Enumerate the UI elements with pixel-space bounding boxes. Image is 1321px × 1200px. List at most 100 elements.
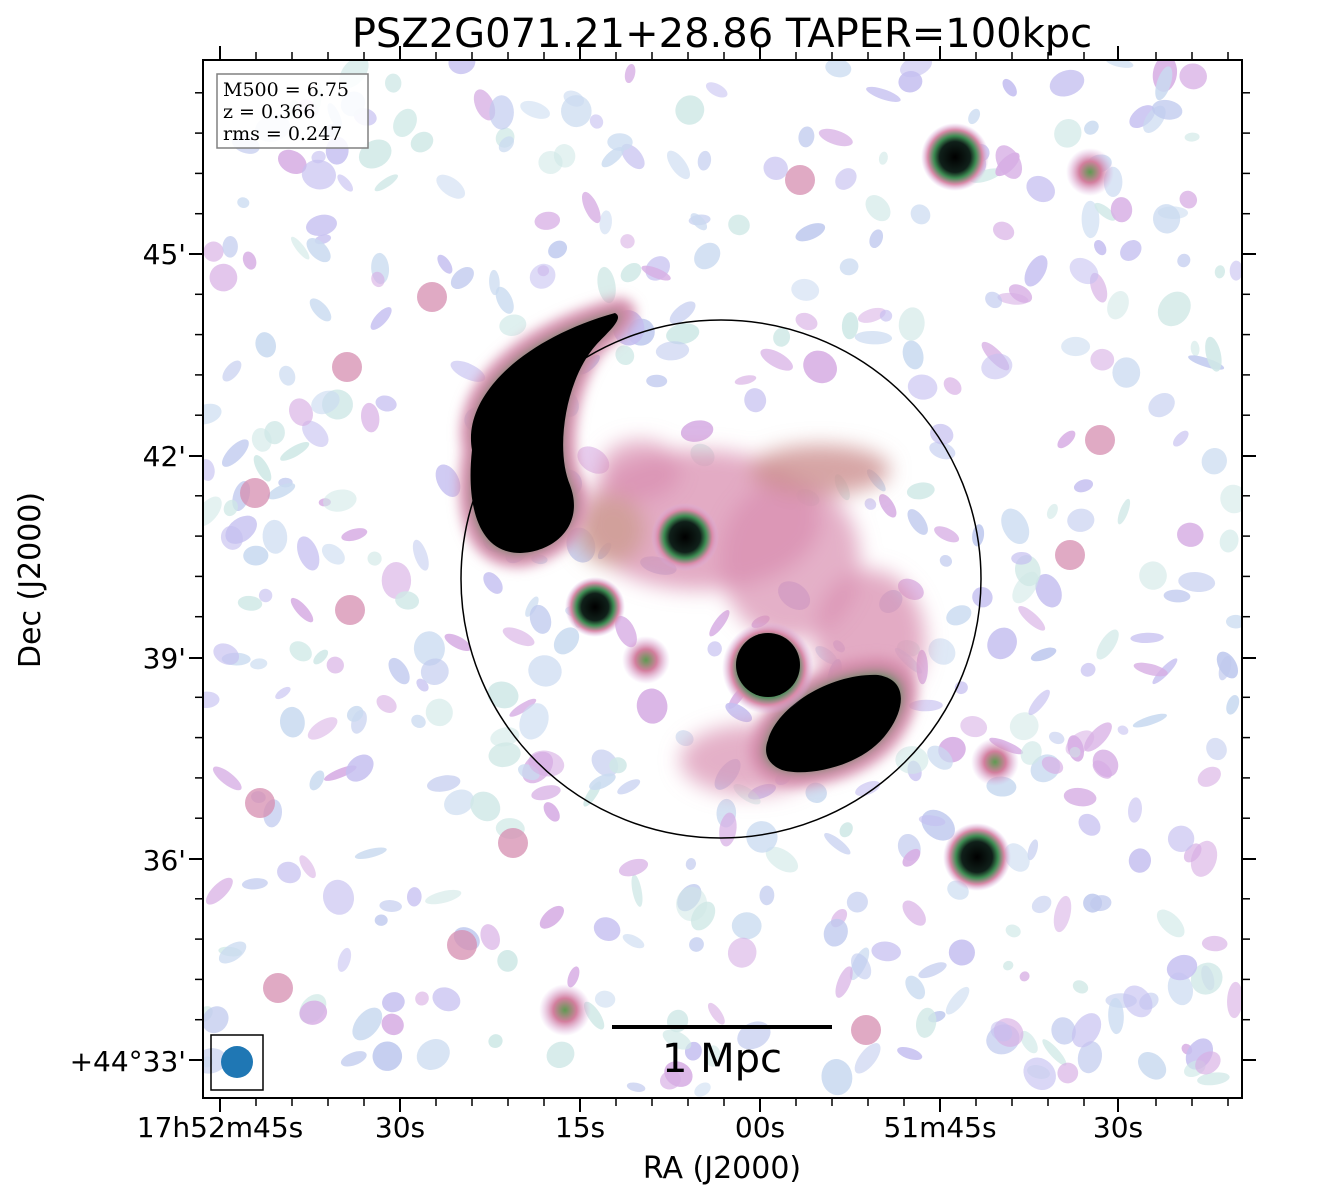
noise-blob	[727, 937, 757, 968]
noise-blob	[948, 939, 975, 966]
noise-blob	[1177, 253, 1191, 268]
noise-blob	[731, 912, 762, 940]
noise-blob	[1156, 909, 1185, 938]
noise-blob	[835, 966, 853, 998]
noise-blob	[985, 291, 1003, 309]
r500-circle	[460, 319, 982, 839]
noise-blob	[1229, 260, 1242, 281]
noise-blob	[918, 815, 946, 827]
noise-blob	[222, 236, 238, 258]
noise-blob	[1084, 722, 1112, 752]
noise-blob	[381, 1013, 404, 1036]
noise-blob	[918, 962, 947, 979]
noise-blob	[1166, 954, 1198, 981]
noise-blob	[1012, 571, 1039, 604]
noise-blob	[337, 947, 352, 972]
noise-blob	[746, 821, 778, 853]
plot-frame	[202, 59, 1243, 1099]
noise-blob	[1072, 980, 1089, 994]
noise-blob	[697, 150, 712, 171]
noise-blob	[289, 398, 313, 426]
noise-blob	[209, 263, 238, 292]
noise-blob	[1173, 430, 1189, 447]
noise-blob	[437, 254, 453, 274]
info-box	[216, 73, 369, 149]
center-source	[651, 503, 719, 571]
s-source	[539, 984, 591, 1036]
noise-blob	[1011, 551, 1032, 565]
noise-blob	[299, 1000, 328, 1025]
noise-blob	[898, 70, 923, 93]
noise-peak	[245, 788, 275, 818]
noise-blob	[520, 100, 550, 119]
noise-blob	[567, 966, 580, 988]
noise-blob	[488, 742, 521, 768]
noise-blob	[480, 924, 501, 951]
noise-blob	[626, 1082, 646, 1092]
noise-peak	[332, 352, 362, 382]
noise-blob	[631, 874, 643, 907]
relic-se	[766, 674, 901, 773]
noise-blob	[825, 60, 852, 78]
noise-blob	[1026, 175, 1056, 203]
noise-blob	[1053, 895, 1072, 933]
noise-blob	[290, 597, 314, 623]
noise-blob	[1071, 1013, 1102, 1048]
noise-blob	[450, 360, 486, 382]
noise-blob	[946, 605, 972, 626]
noise-blob	[1117, 498, 1131, 525]
noise-blob	[563, 90, 585, 107]
noise-blob	[690, 213, 708, 231]
noise-blob	[203, 496, 222, 527]
noise-blob	[1042, 1039, 1067, 1066]
noise-blob	[821, 1059, 853, 1096]
noise-blob	[444, 633, 472, 652]
noise-blob	[707, 1002, 725, 1025]
noise-blob	[675, 730, 694, 747]
noise-blob	[1195, 1051, 1221, 1075]
noise-blob	[972, 524, 985, 547]
y-tick-label: 39'	[143, 642, 186, 675]
noise-blob	[354, 847, 387, 859]
noise-blob	[367, 551, 382, 566]
noise-blob	[370, 307, 392, 330]
noise-blob	[411, 714, 426, 729]
noise-blob	[1132, 713, 1167, 728]
noise-blob	[854, 330, 893, 345]
noise-blob	[824, 833, 851, 855]
info-m500: M500 = 6.75	[223, 79, 349, 101]
x-tick-labels: 17h52m45s 30s 15s 00s 51m45s 30s	[137, 1111, 1143, 1144]
noise-blob	[212, 766, 242, 791]
chart-title: PSZ2G071.21+28.86 TAPER=100kpc	[352, 11, 1092, 57]
noise-blob	[934, 526, 960, 543]
noise-blob	[280, 441, 310, 461]
noise-blob	[519, 703, 549, 740]
noise-blob	[1063, 787, 1097, 807]
noise-blob	[470, 791, 501, 822]
noise-peak	[498, 828, 528, 858]
noise-blob	[1197, 766, 1221, 787]
noise-blob	[1190, 340, 1200, 357]
noise-blob	[346, 705, 364, 722]
noise-blob	[309, 770, 325, 791]
noise-blob	[728, 214, 750, 236]
noise-blob	[213, 643, 240, 665]
noise-blob	[488, 1034, 503, 1049]
noise-peak	[335, 595, 365, 625]
noise-blob	[666, 323, 700, 345]
noise-blob	[839, 822, 853, 838]
noise-blob	[395, 591, 420, 610]
noise-blob	[759, 885, 775, 906]
noise-blob	[599, 210, 612, 235]
noise-blob	[277, 861, 301, 884]
noise-blob	[546, 1041, 575, 1069]
x-tick-label: 51m45s	[883, 1111, 996, 1144]
noise-blob	[242, 251, 257, 270]
noise-blob	[1123, 985, 1153, 1018]
noise-blob	[420, 658, 449, 685]
noise-peak	[1085, 425, 1115, 455]
noise-blob	[528, 655, 562, 687]
noise-blob	[992, 221, 1015, 241]
noise-blob	[1077, 1041, 1103, 1074]
noise-blob	[221, 439, 249, 467]
